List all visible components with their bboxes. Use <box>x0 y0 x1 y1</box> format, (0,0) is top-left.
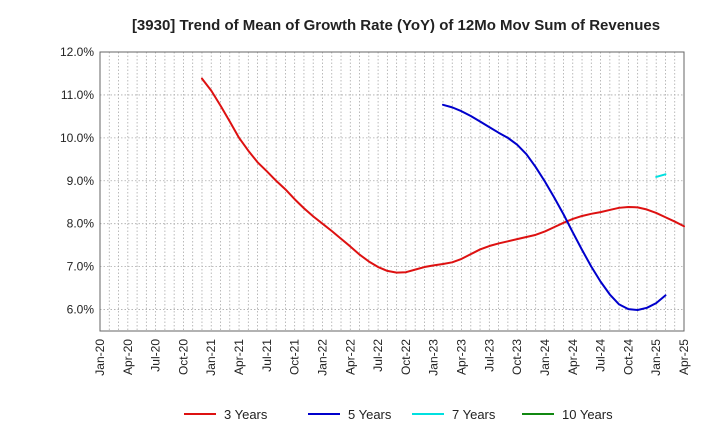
x-tick-label: Jan-20 <box>93 339 107 376</box>
series-line-7-years <box>655 173 667 178</box>
legend: 3 Years 5 Years 7 Years 10 Years <box>184 407 613 422</box>
x-tick-label: Apr-23 <box>455 339 469 375</box>
y-tick-label: 6.0% <box>67 303 95 317</box>
series-lines <box>200 77 685 311</box>
x-tick-label: Oct-22 <box>399 339 413 375</box>
x-tick-label: Jul-22 <box>371 339 385 372</box>
x-tick-label: Oct-24 <box>621 339 635 375</box>
legend-label: 5 Years <box>348 407 392 422</box>
plot-area <box>99 51 685 332</box>
series-line-3-years <box>200 77 685 274</box>
x-tick-label: Apr-20 <box>121 339 135 375</box>
chart-title: [3930] Trend of Mean of Growth Rate (YoY… <box>132 17 660 34</box>
x-tick-label: Jan-25 <box>649 339 663 376</box>
legend-label: 7 Years <box>452 407 496 422</box>
x-tick-label: Apr-22 <box>343 339 357 375</box>
x-tick-label: Apr-25 <box>677 339 691 375</box>
x-tick-label: Oct-23 <box>510 339 524 375</box>
x-tick-label: Oct-20 <box>176 339 190 375</box>
x-tick-label: Jan-22 <box>315 339 329 376</box>
grid <box>100 51 684 331</box>
x-tick-label: Jan-23 <box>427 339 441 376</box>
x-tick-label: Apr-21 <box>232 339 246 375</box>
legend-label: 3 Years <box>224 407 268 422</box>
series-line-5-years <box>441 103 667 311</box>
y-axis: 6.0% 7.0% 8.0% 9.0% 10.0% 11.0% 12.0% <box>60 45 94 317</box>
x-tick-label: Apr-24 <box>566 339 580 375</box>
y-tick-label: 8.0% <box>67 217 95 231</box>
y-tick-label: 10.0% <box>60 131 94 145</box>
x-tick-label: Jul-20 <box>149 339 163 372</box>
x-tick-label: Jul-23 <box>482 339 496 372</box>
x-tick-label: Jan-24 <box>538 339 552 376</box>
legend-label: 10 Years <box>562 407 613 422</box>
x-tick-label: Oct-21 <box>288 339 302 375</box>
x-tick-label: Jul-24 <box>594 339 608 372</box>
x-tick-label: Jul-21 <box>260 339 274 372</box>
y-tick-label: 11.0% <box>61 88 94 102</box>
y-tick-label: 12.0% <box>60 45 94 59</box>
x-tick-label: Jan-21 <box>204 339 218 376</box>
y-tick-label: 7.0% <box>67 260 95 274</box>
x-axis: Jan-20 Apr-20 Jul-20 Oct-20 Jan-21 Apr-21 Jul-… <box>93 339 691 376</box>
y-tick-label: 9.0% <box>67 174 95 188</box>
